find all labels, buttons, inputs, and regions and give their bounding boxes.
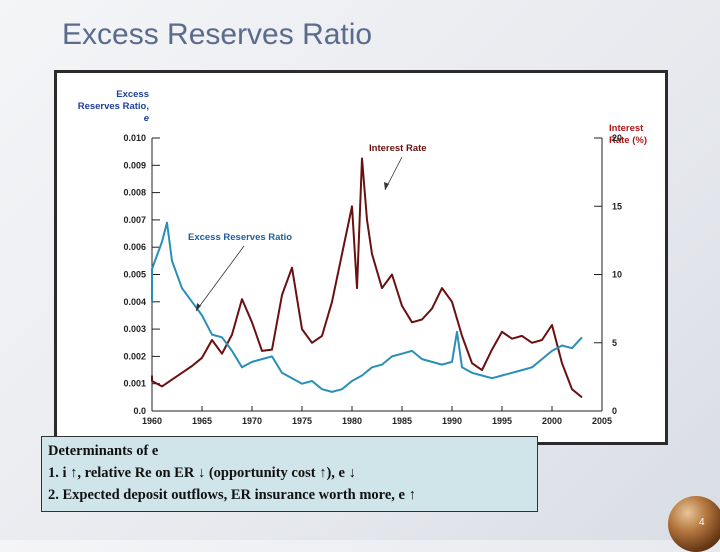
left-tick-label: 0.004 xyxy=(123,297,146,307)
x-tick-label: 1965 xyxy=(192,416,212,426)
left-tick-label: 0.007 xyxy=(123,215,146,225)
excess-reserves-annotation: Excess Reserves Ratio xyxy=(188,232,292,243)
x-tick-label: 1960 xyxy=(142,416,162,426)
determinant-1: 1. i ↑, relative Re on ER ↓ (opportunity… xyxy=(48,465,356,481)
left-tick-label: 0.008 xyxy=(123,188,146,198)
left-tick-label: 0.010 xyxy=(123,133,146,143)
left-tick-label: 0.009 xyxy=(123,160,146,170)
x-tick-label: 1975 xyxy=(292,416,312,426)
right-tick-label: 20 xyxy=(612,133,622,143)
left-axis-title-line-1: Excess xyxy=(116,89,149,100)
left-tick-label: 0.003 xyxy=(123,324,146,334)
left-tick-label: 0.0 xyxy=(133,406,146,416)
left-tick-label: 0.005 xyxy=(123,270,146,280)
slide-title: Excess Reserves Ratio xyxy=(62,18,373,51)
determinant-2: 2. Expected deposit outflows, ER insuran… xyxy=(48,487,416,503)
x-tick-label: 1990 xyxy=(442,416,462,426)
left-axis-title-line-3: e xyxy=(144,113,150,124)
x-tick-label: 2005 xyxy=(592,416,612,426)
interest-rate-pointer-head xyxy=(384,182,389,190)
x-tick-label: 1995 xyxy=(492,416,512,426)
excess-reserves-series-line xyxy=(151,221,583,393)
x-tick-label: 1970 xyxy=(242,416,262,426)
left-tick-label: 0.002 xyxy=(123,351,146,361)
right-tick-label: 10 xyxy=(612,270,622,280)
excess-reserves-pointer xyxy=(195,245,245,312)
ticks-group: 0.0 0.001 0.002 0.003 0.004 0.005 0.006 0.007 0.… xyxy=(123,133,622,426)
right-axis-title-line-1: Interest xyxy=(609,123,644,134)
chart-frame: Excess Reserves Ratio, e Interest Rate (… xyxy=(54,70,668,445)
x-tick-label: 2000 xyxy=(542,416,562,426)
right-tick-label: 5 xyxy=(612,338,617,348)
excess-reserves-pointer-head xyxy=(196,303,201,311)
page-number: 4 xyxy=(699,517,705,528)
right-tick-label: 0 xyxy=(612,406,617,416)
interest-rate-annotation: Interest Rate xyxy=(369,143,427,154)
determinants-box: Determinants of e 1. i ↑, relative Re on… xyxy=(41,436,538,512)
chart-svg: Excess Reserves Ratio, e Interest Rate (… xyxy=(78,89,647,426)
x-tick-label: 1980 xyxy=(342,416,362,426)
right-tick-label: 15 xyxy=(612,201,622,211)
left-tick-label: 0.001 xyxy=(123,379,146,389)
interest-rate-series-line xyxy=(151,157,583,399)
x-tick-label: 1985 xyxy=(392,416,412,426)
right-axis-title-line-2: Rate (%) xyxy=(609,135,647,146)
left-tick-label: 0.006 xyxy=(123,242,146,252)
left-axis-title-line-2: Reserves Ratio, xyxy=(78,101,149,112)
globe-icon xyxy=(668,496,720,552)
series-group xyxy=(151,157,583,399)
determinants-heading: Determinants of e xyxy=(48,443,159,459)
